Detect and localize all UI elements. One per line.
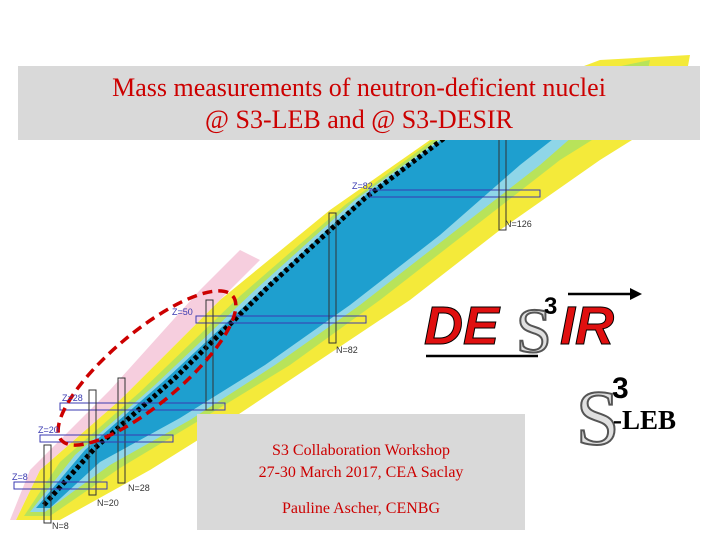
label-n82: N=82 bbox=[336, 345, 358, 355]
author-name: Pauline Ascher, CENBG bbox=[281, 500, 440, 517]
label-z20: Z=20 bbox=[38, 425, 59, 435]
svg-text:3: 3 bbox=[544, 293, 557, 320]
label-z8: Z=8 bbox=[12, 472, 28, 482]
svg-text:S: S bbox=[516, 295, 552, 362]
svg-text:3: 3 bbox=[612, 372, 629, 405]
svg-text:IR: IR bbox=[560, 296, 614, 356]
svg-text:DE: DE bbox=[424, 296, 501, 356]
workshop-dates: 27-30 March 2017, CEA Saclay bbox=[258, 464, 464, 481]
magic-number-boxes bbox=[13, 129, 541, 524]
workshop-name: S3 Collaboration Workshop bbox=[272, 442, 450, 459]
label-z28: Z=28 bbox=[62, 393, 83, 403]
s3-leb-label: -LEB bbox=[613, 405, 677, 435]
label-n20: N=20 bbox=[97, 498, 119, 508]
label-n28: N=28 bbox=[128, 483, 150, 493]
label-n8: N=8 bbox=[52, 521, 69, 531]
title-line-2: @ S3-LEB and @ S3-DESIR bbox=[205, 105, 513, 134]
title-box: Mass measurements of neutron-deficient n… bbox=[18, 66, 700, 140]
title-line-1: Mass measurements of neutron-deficient n… bbox=[112, 73, 606, 102]
label-n126: N=126 bbox=[505, 219, 532, 229]
label-z50: Z=50 bbox=[172, 307, 193, 317]
workshop-info-box: S3 Collaboration Workshop 27-30 March 20… bbox=[197, 414, 525, 530]
s3-logo: S 3 bbox=[576, 372, 629, 454]
label-z82: Z=82 bbox=[352, 181, 373, 191]
desir-logo: DE S 3 IR bbox=[424, 288, 642, 362]
svg-text:S: S bbox=[576, 374, 619, 454]
highlight-ellipse bbox=[56, 289, 238, 447]
nuclide-band bbox=[10, 55, 690, 520]
